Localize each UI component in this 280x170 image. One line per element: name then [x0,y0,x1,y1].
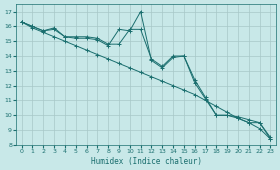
X-axis label: Humidex (Indice chaleur): Humidex (Indice chaleur) [90,157,202,166]
